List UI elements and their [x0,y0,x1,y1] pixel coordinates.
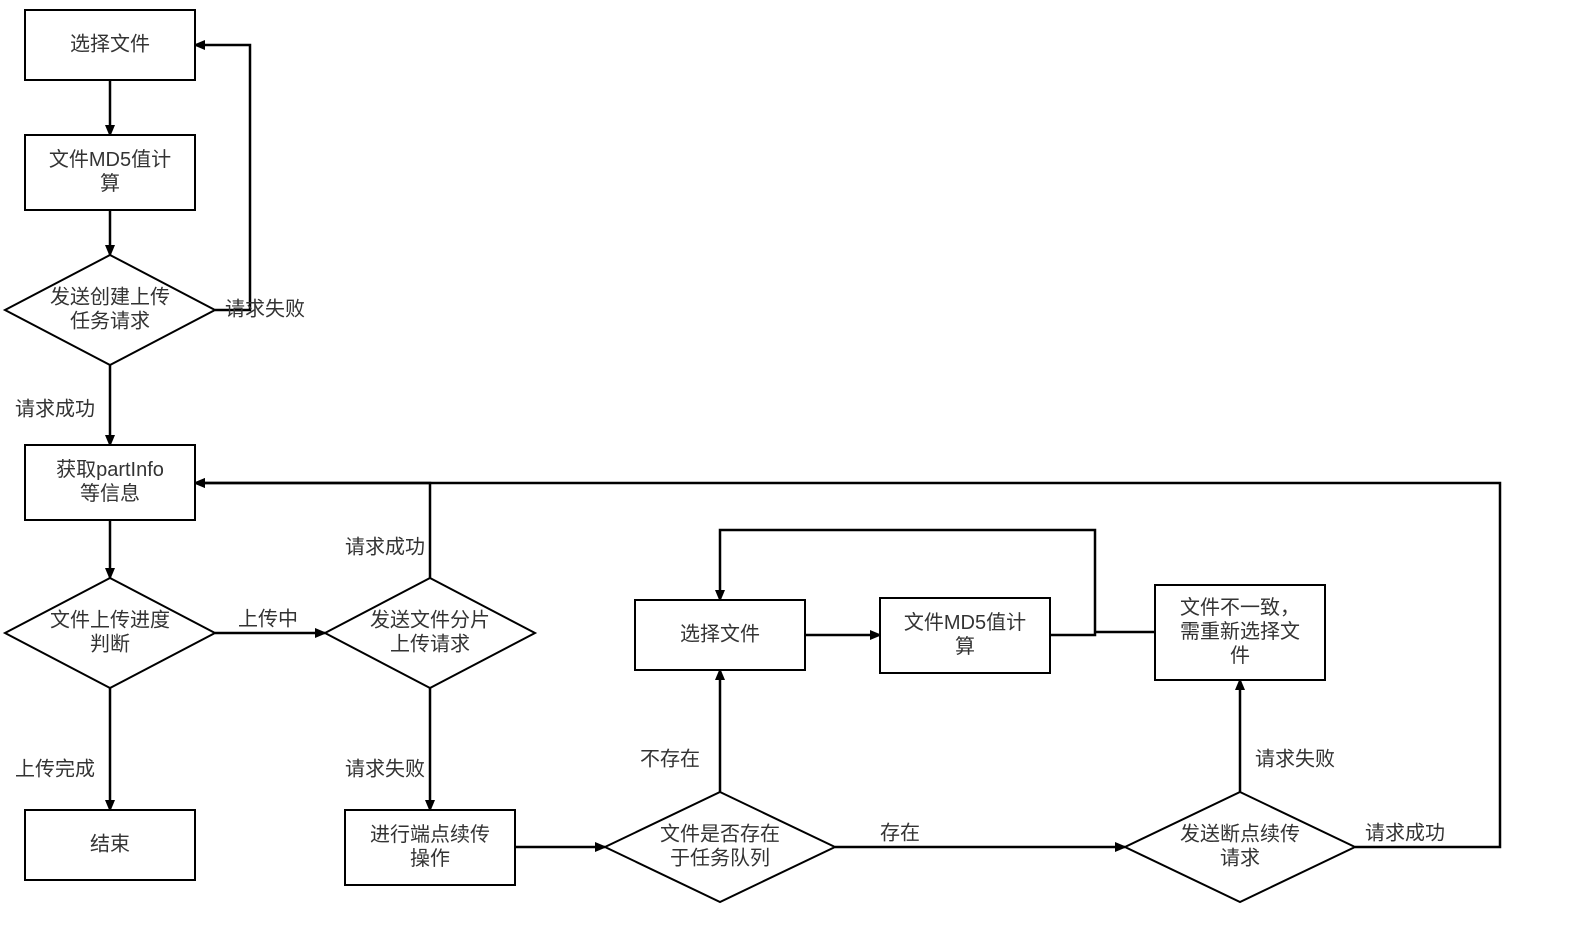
node-n5-text-0: 文件上传进度 [50,608,170,631]
node-n2-text-0: 文件MD5值计 [49,148,171,171]
edge-label-e11: 不存在 [640,747,700,770]
edge-label-e7: 上传中 [238,607,298,630]
node-n8-text-0: 进行端点续传 [370,823,490,846]
node-n5-text-1: 判断 [90,632,130,655]
node-n6: 结束 [25,810,195,880]
edge-label-e9: 请求失败 [345,757,425,780]
node-n13-text-2: 件 [1230,644,1250,667]
node-n12: 发送断点续传请求 [1125,792,1355,902]
node-n11: 文件MD5值计算 [880,598,1050,673]
node-n8: 进行端点续传操作 [345,810,515,885]
node-n4-text-0: 获取partInfo [56,458,164,481]
node-n7-text-1: 上传请求 [390,632,470,655]
node-n11-text-1: 算 [955,635,975,658]
node-n2: 文件MD5值计算 [25,135,195,210]
node-n3-text-1: 任务请求 [70,309,150,332]
node-n9-text-1: 于任务队列 [670,846,770,869]
node-n3: 发送创建上传任务请求 [5,255,215,365]
node-n13: 文件不一致，需重新选择文件 [1155,585,1325,680]
node-n2-text-1: 算 [100,172,120,195]
node-n7: 发送文件分片上传请求 [325,578,535,688]
node-n4: 获取partInfo等信息 [25,445,195,520]
node-n5: 文件上传进度判断 [5,578,215,688]
edge-label-e3: 请求失败 [225,297,305,320]
node-n12-text-0: 发送断点续传 [1180,822,1300,845]
node-n9-text-0: 文件是否存在 [660,822,780,845]
edge-label-e15: 请求失败 [1255,747,1335,770]
edge-label-e12: 存在 [880,821,920,844]
node-n1: 选择文件 [25,10,195,80]
node-n13-text-0: 文件不一致， [1180,596,1300,619]
node-n1-text-0: 选择文件 [70,32,150,55]
node-n7-text-0: 发送文件分片 [370,608,490,631]
node-n13-text-1: 需重新选择文 [1180,620,1300,643]
edge-label-e6: 上传完成 [15,757,95,780]
node-n12-text-1: 请求 [1220,846,1260,869]
edge-e8 [195,483,430,578]
node-n4-text-1: 等信息 [80,482,140,505]
node-n3-text-0: 发送创建上传 [50,285,170,308]
node-n10-text-0: 选择文件 [680,622,760,645]
flowchart-canvas: 请求失败请求成功上传完成上传中请求成功请求失败不存在存在请求失败请求成功选择文件… [0,0,1587,949]
node-n10: 选择文件 [635,600,805,670]
node-n9: 文件是否存在于任务队列 [605,792,835,902]
edges-group: 请求失败请求成功上传完成上传中请求成功请求失败不存在存在请求失败请求成功 [15,45,1500,847]
node-n8-text-1: 操作 [410,847,450,870]
edge-label-e17: 请求成功 [1365,821,1445,844]
edge-label-e4: 请求成功 [15,397,95,420]
node-n6-text-0: 结束 [90,832,130,855]
edge-label-e8: 请求成功 [345,535,425,558]
node-n11-text-0: 文件MD5值计 [904,611,1026,634]
edge-e3 [195,45,250,310]
